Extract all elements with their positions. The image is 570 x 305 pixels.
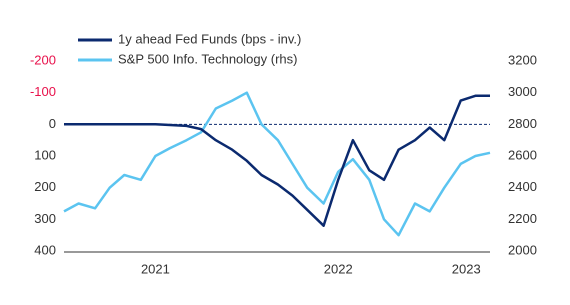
x-tick-label: 2023 [452,261,481,276]
legend-label: S&P 500 Info. Technology (rhs) [118,51,297,66]
x-tick-label: 2021 [141,261,170,276]
y2-tick-label: 2800 [508,116,537,131]
y-tick-label: 400 [34,242,56,257]
y2-tick-label: 2600 [508,147,537,162]
y-tick-label: 300 [34,211,56,226]
series-line [64,94,490,227]
y-tick-label: 200 [34,179,56,194]
y2-tick-label: 3200 [508,52,537,67]
y-tick-label: 100 [34,147,56,162]
y2-tick-label: 2200 [508,211,537,226]
series-line [63,91,491,237]
legend-label: 1y ahead Fed Funds (bps - inv.) [118,31,301,46]
y-tick-label: -100 [30,84,56,99]
y2-tick-label: 3000 [508,84,537,99]
y2-tick-label: 2000 [508,242,537,257]
x-tick-label: 2022 [324,261,353,276]
y-tick-label: 0 [49,116,56,131]
y2-tick-label: 2400 [508,179,537,194]
y-tick-label: -200 [30,52,56,67]
